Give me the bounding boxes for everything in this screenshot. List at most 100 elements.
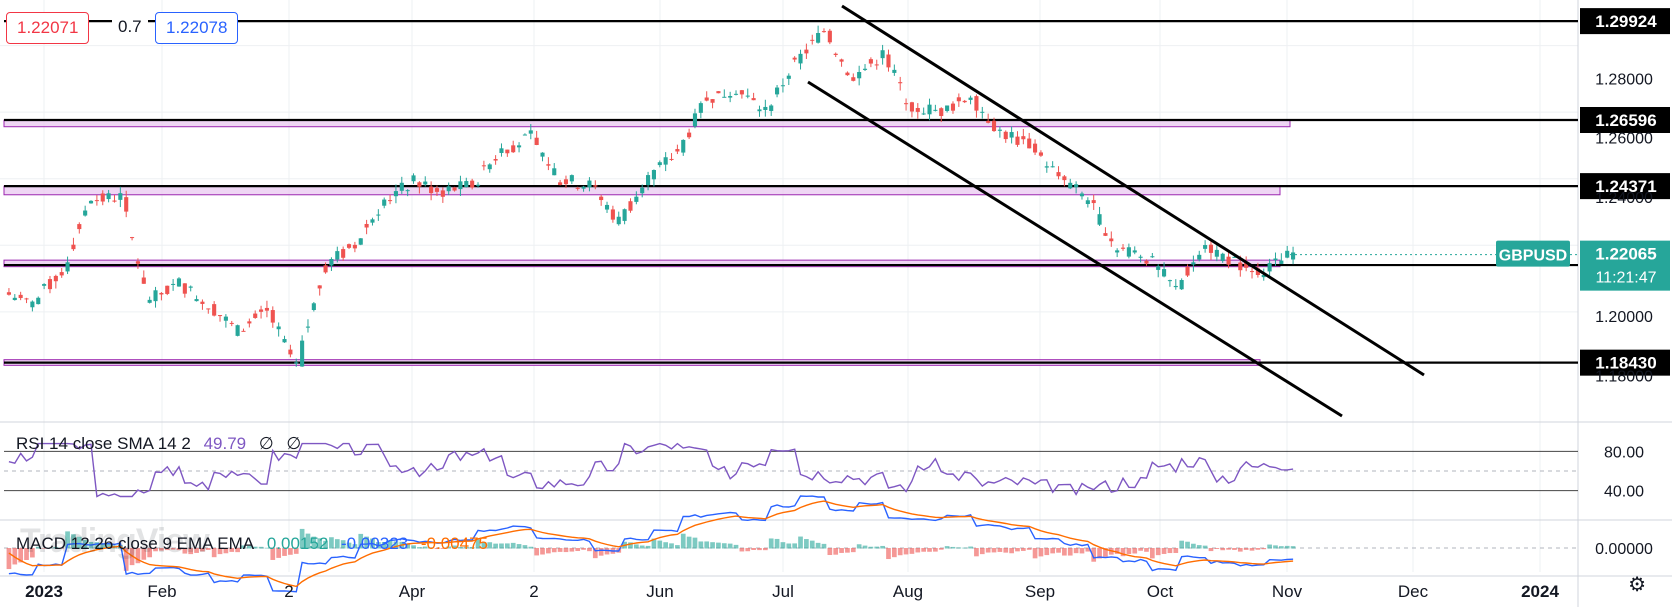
macd-histogram-bar [258,546,264,549]
macd-histogram-bar [968,546,973,549]
candle-body [558,182,563,185]
time-axis[interactable]: 2023 Feb 2 Apr 2 Jun Jul Aug Sep Oct Nov Dec 2024 [25,582,1559,601]
macd-histogram-bar [41,548,47,549]
candle-body [1126,247,1131,257]
ask-price-box[interactable]: 1.22078 [155,12,239,44]
macd-histogram-bar [704,541,710,549]
candle-body [933,109,938,111]
candle-body [1038,152,1043,156]
macd-histogram-bar [270,548,276,560]
candle-body [388,200,393,202]
candle-body [341,249,346,258]
candle-body [217,315,223,317]
candle-body [264,307,269,311]
macd-histogram-bar [698,541,704,549]
macd-histogram-bar [135,548,141,564]
macd-histogram-bar [1155,548,1161,556]
candle-body [956,97,961,102]
macd-histogram-bar [6,548,12,570]
level-price-label: 1.24371 [1595,177,1656,196]
macd-histogram-bar [246,545,252,549]
candle-body [898,82,903,84]
candle-body [1085,200,1090,205]
candle-body [804,49,809,54]
price-tick-label: 1.28000 [1595,71,1653,88]
macd-histogram-bar [856,544,862,549]
macd-histogram-bar [1015,548,1020,552]
candle-body [1226,256,1231,265]
candle-body [1109,238,1114,242]
candle-body [12,297,17,301]
macd-histogram-bar [299,528,305,549]
candle-body [1191,262,1196,265]
price-axis[interactable]: 1.299241.265961.243711.217141.184301.280… [1290,8,1670,385]
candle-body [18,294,23,299]
macd-histogram-bar [833,548,839,555]
candle-body [1044,166,1049,168]
macd-signal-line [8,500,1294,588]
candle-body [399,182,404,191]
candle-body [1273,258,1278,261]
macd-histogram-bar [1126,548,1132,554]
macd-histogram-bar [762,548,768,551]
macd-histogram-bar [71,534,76,549]
candle-body [294,362,299,364]
macd-histogram-bar [962,547,968,549]
candle-body [616,216,621,225]
macd-histogram-bar [909,548,915,554]
candle-body [276,326,281,330]
candle-body [440,190,445,197]
rsi-extra-2: ∅ [286,434,302,453]
level-price-tag [1580,349,1670,376]
macd-histogram-bar [47,547,53,549]
candle-body [335,251,340,260]
macd-line [8,495,1294,593]
candle-body [1150,256,1155,258]
rsi-tick-label: 80.00 [1604,444,1644,461]
macd-histogram-bar [241,545,246,549]
candle-body [165,285,170,294]
candle-body [147,299,152,303]
macd-line-value: -0.00323 [341,534,409,553]
candle-body [194,299,199,302]
candle-body [915,108,920,112]
macd-histogram-bar [1056,548,1061,553]
bid-price-box[interactable]: 1.22071 [6,12,90,44]
candle-body [816,33,821,43]
macd-histogram-bar [1161,548,1167,554]
macd-histogram-bar [569,548,575,552]
candle-body [552,168,557,176]
macd-histogram-bar [469,547,475,549]
macd-histogram-bar [1149,548,1155,559]
macd-histogram-bar [540,548,545,555]
candle-body [30,301,35,308]
macd-histogram-bar [1214,548,1220,549]
candle-body [839,59,844,62]
candle-body [997,129,1002,131]
macd-histogram-bar [200,548,205,552]
candle-body [991,120,997,132]
candle-body [499,148,504,153]
macd-histogram-bar [1044,548,1050,556]
macd-histogram-bar [164,548,170,551]
candle-body [657,162,662,166]
macd-legend[interactable]: MACD 12 26 close 9 EMA EMA 0.00152 -0.00… [16,534,496,554]
macd-histogram-bar [153,548,158,552]
candle-body [176,278,182,287]
candle-body [681,139,686,153]
candle-body [188,286,193,288]
candle-body [1267,263,1272,272]
macd-histogram-bar [35,546,41,549]
macd-histogram-bar [944,546,950,549]
macd-histogram-bar [100,543,106,549]
candle-body [24,298,29,300]
macd-histogram-bar [440,548,446,549]
macd-histogram-bar [282,548,287,556]
candle-body [71,244,76,250]
candle-body [376,214,381,216]
time-tick-label: 2023 [25,582,63,601]
settings-gear-icon[interactable]: ⚙ [1628,574,1646,596]
candle-body [382,199,387,206]
rsi-legend[interactable]: RSI 14 close SMA 14 2 49.79 ∅ ∅ [16,434,309,454]
